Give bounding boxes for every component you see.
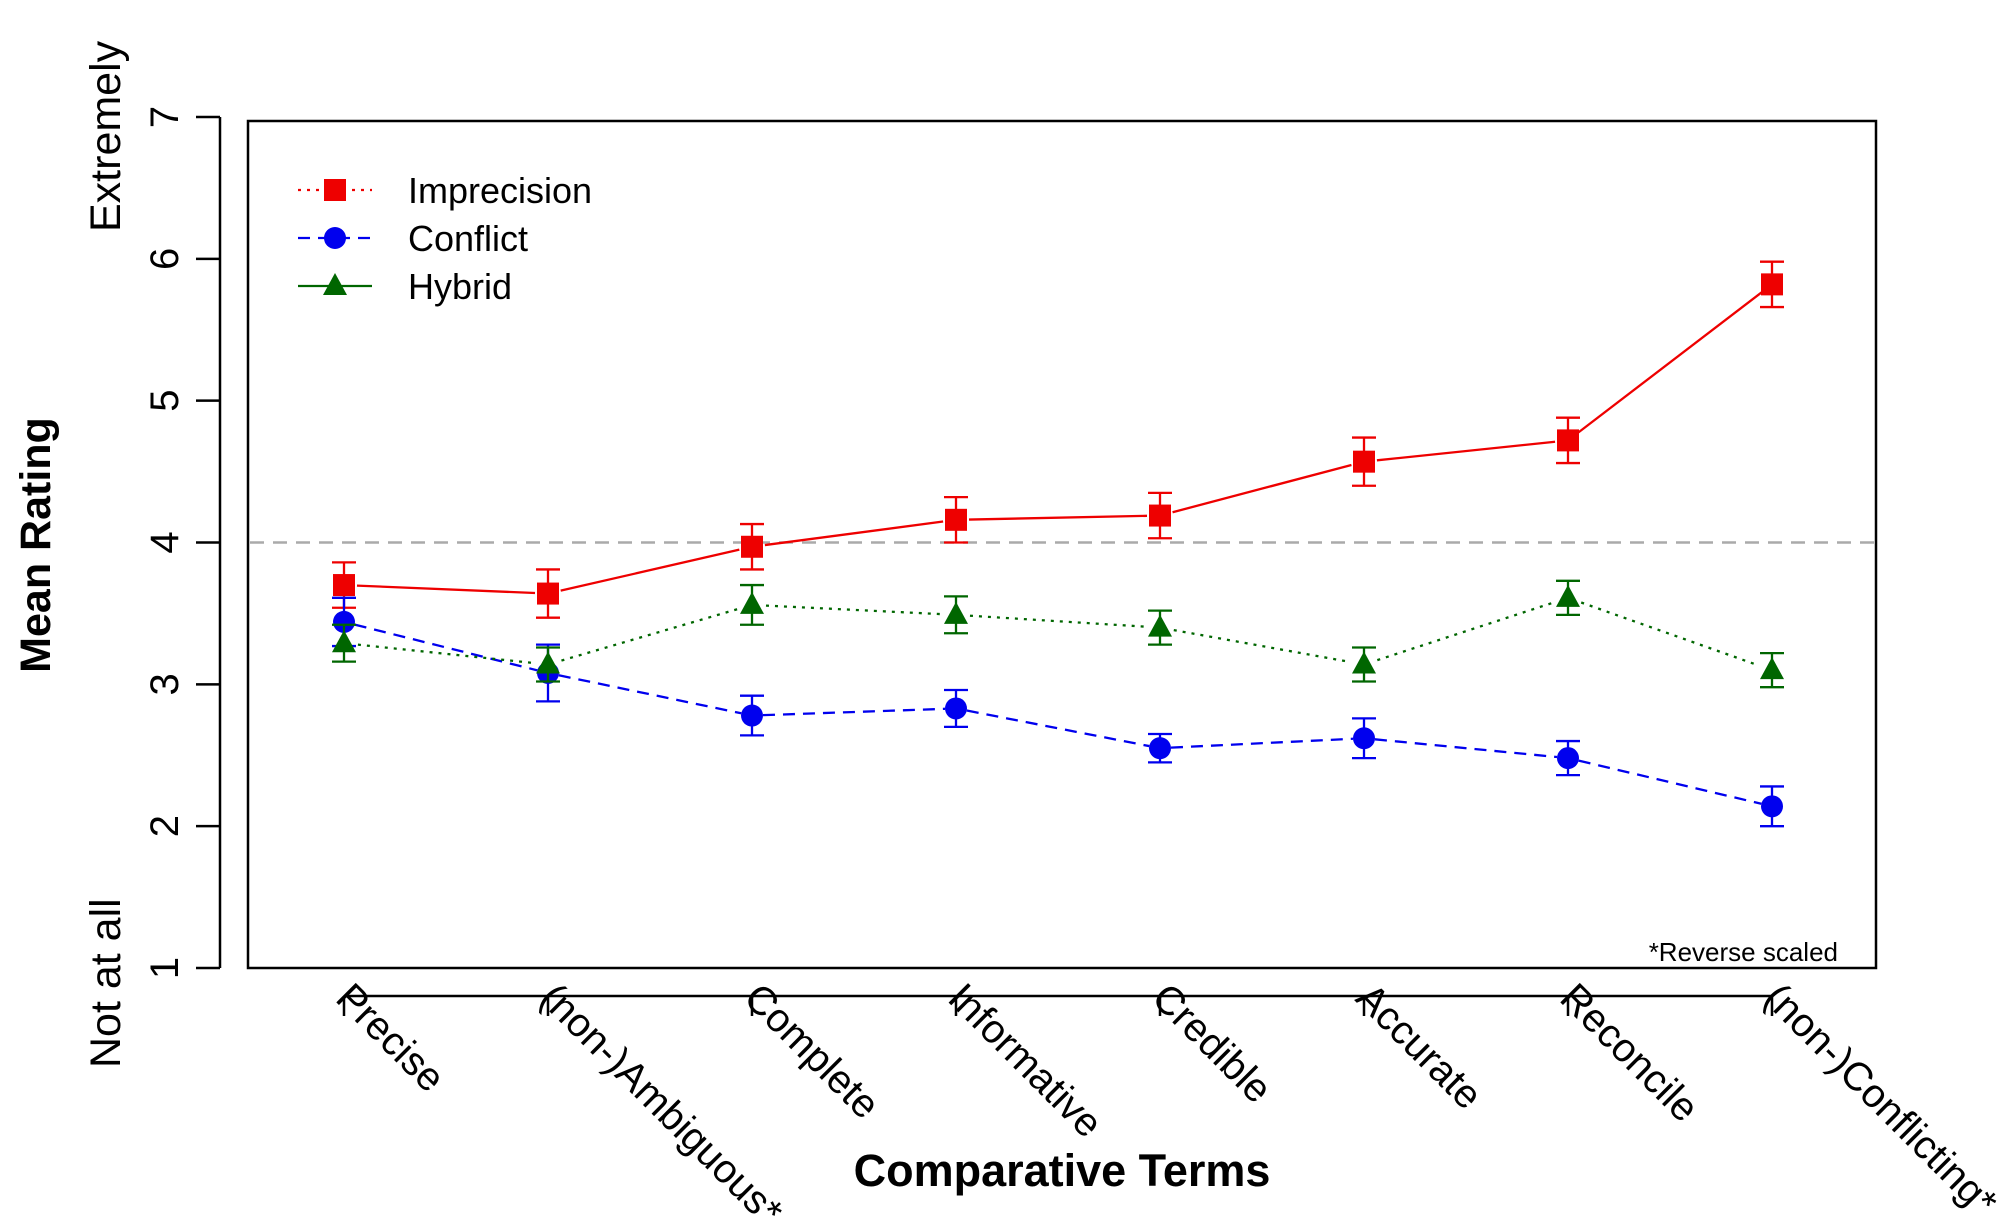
- legend-conflict-label: Conflict: [408, 218, 528, 259]
- hybrid-line-segment: [1376, 601, 1556, 662]
- series-hybrid: [332, 579, 1784, 689]
- x-tick-label: Informative: [940, 975, 1111, 1146]
- x-tick-label: Reconcile: [1552, 975, 1707, 1130]
- imprecision-point: [333, 574, 355, 597]
- hybrid-line-segment: [357, 643, 535, 665]
- x-tick-label: Precise: [328, 975, 453, 1100]
- y-tick-label: 6: [143, 248, 187, 270]
- y-tick-label: 7: [143, 106, 187, 128]
- imprecision-point: [1149, 504, 1171, 527]
- imprecision-line-segment: [764, 520, 944, 547]
- y-tick-label: 4: [143, 531, 187, 553]
- imprecision-line-segment: [560, 548, 740, 592]
- conflict-point: [741, 704, 763, 727]
- x-tick-label: (non-)Conflicting*: [1756, 975, 2005, 1221]
- imprecision-point: [741, 535, 763, 558]
- legend-hybrid-label: Hybrid: [408, 266, 512, 307]
- y-anchor-high-label: Extremely: [82, 40, 130, 232]
- reverse-scaled-note: *Reverse scaled: [1649, 937, 1838, 967]
- conflict-line-segment: [1578, 759, 1762, 805]
- legend-imprecision-label: Imprecision: [408, 170, 592, 211]
- hybrid-line-segment: [765, 604, 943, 616]
- series-imprecision: [332, 260, 1784, 619]
- conflict-point: [945, 697, 967, 720]
- hybrid-point: [944, 601, 968, 624]
- imprecision-point: [1557, 429, 1579, 452]
- y-tick-label: 1: [143, 957, 187, 979]
- x-axis-title: Comparative Terms: [854, 1145, 1271, 1196]
- conflict-line-segment: [966, 709, 1150, 748]
- imprecision-line-segment: [356, 584, 536, 595]
- hybrid-point: [1556, 584, 1580, 607]
- imprecision-point: [1353, 450, 1375, 473]
- conflict-line-segment: [354, 623, 538, 672]
- imprecision-line-segment: [1577, 291, 1763, 434]
- y-axis-title: Mean Rating: [12, 417, 60, 673]
- y-tick-label: 2: [143, 815, 187, 837]
- conflict-line-segment: [1170, 737, 1354, 749]
- series-conflict: [332, 596, 1784, 828]
- plot-frame: [246, 119, 1878, 970]
- conflict-line-segment: [1374, 738, 1558, 759]
- hybrid-point: [1760, 657, 1784, 680]
- hybrid-point: [536, 651, 560, 674]
- conflict-point: [1149, 737, 1171, 760]
- hybrid-point: [1148, 614, 1172, 637]
- conflict-point: [1557, 747, 1579, 770]
- imprecision-line-segment: [968, 514, 1148, 521]
- conflict-point: [333, 610, 355, 633]
- imprecision-line-segment: [1172, 463, 1352, 514]
- imprecision-point: [1761, 273, 1783, 296]
- imprecision-line-segment: [1376, 440, 1556, 462]
- y-tick-label: 5: [143, 390, 187, 412]
- legend: Imprecision Conflict Hybrid: [298, 170, 592, 307]
- conflict-line-segment: [558, 674, 742, 715]
- y-tick-label: 3: [143, 673, 187, 695]
- hybrid-point: [740, 591, 764, 614]
- y-axis: 1 2 3 4 5 6 7: [143, 106, 222, 979]
- hybrid-point: [1352, 651, 1376, 674]
- legend-hybrid-marker: [323, 273, 347, 295]
- hybrid-line-segment: [1580, 601, 1760, 667]
- legend-imprecision-marker: [324, 179, 346, 201]
- imprecision-point: [945, 508, 967, 531]
- x-tick-label: Complete: [736, 975, 888, 1127]
- conflict-line-segment: [762, 707, 946, 717]
- y-anchor-low-label: Not at all: [82, 898, 130, 1068]
- imprecision-point: [537, 582, 559, 605]
- conflict-point: [1761, 795, 1783, 818]
- hybrid-line-segment: [1173, 628, 1351, 664]
- conflict-point: [1353, 727, 1375, 750]
- hybrid-point: [332, 630, 356, 653]
- legend-conflict-marker: [324, 227, 346, 249]
- series-layer: [332, 260, 1784, 828]
- hybrid-line-segment: [561, 607, 739, 662]
- hybrid-line-segment: [969, 614, 1147, 628]
